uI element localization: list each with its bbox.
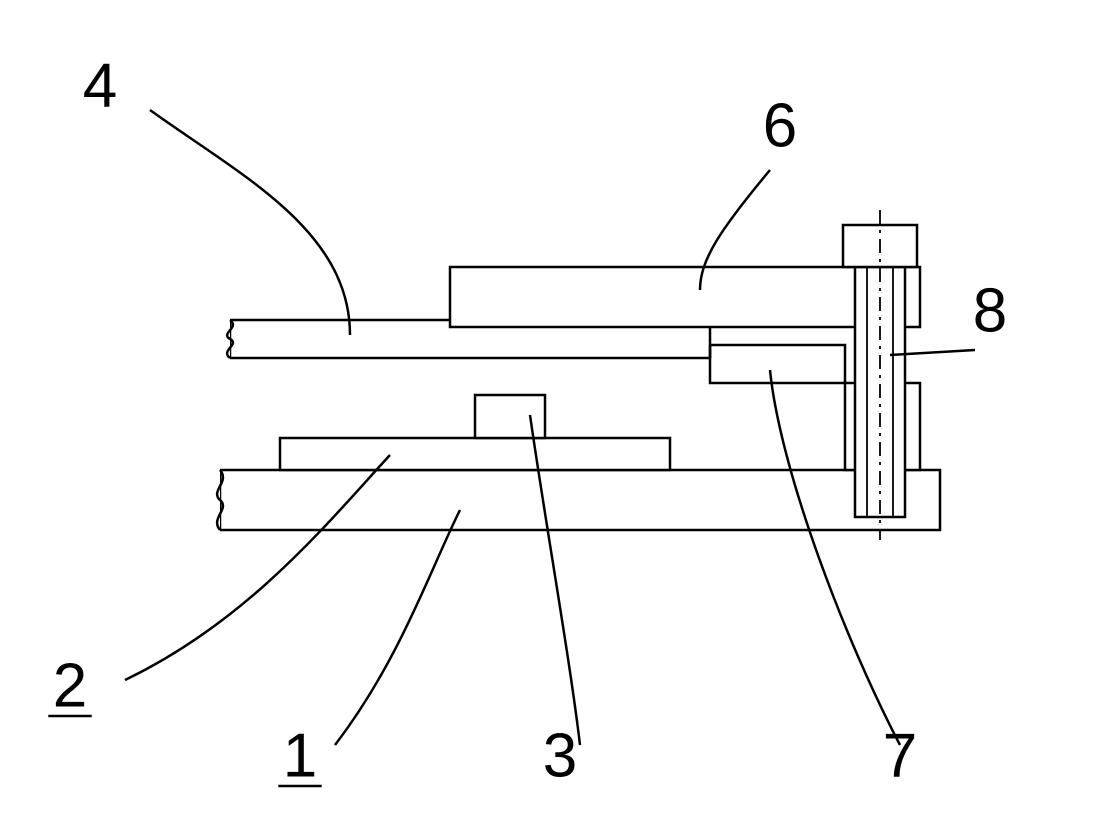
riser-block (475, 395, 545, 438)
technical-line-diagram: 4 6 8 2 1 3 7 (0, 0, 1107, 818)
callout-leader-1 (335, 510, 460, 745)
callout-label-2: 2 (53, 651, 87, 720)
callout-label-8: 8 (973, 276, 1007, 345)
slide-rail (280, 438, 670, 470)
callout-label-3: 3 (543, 721, 577, 790)
top-block (450, 267, 920, 327)
callout-label-4: 4 (83, 51, 117, 120)
callout-label-7: 7 (883, 721, 917, 790)
bottom-bar (220, 470, 940, 530)
callout-label-6: 6 (763, 91, 797, 160)
plate-right-tail (710, 345, 845, 383)
callout-leader-4 (150, 110, 350, 335)
callout-label-1: 1 (283, 721, 317, 790)
